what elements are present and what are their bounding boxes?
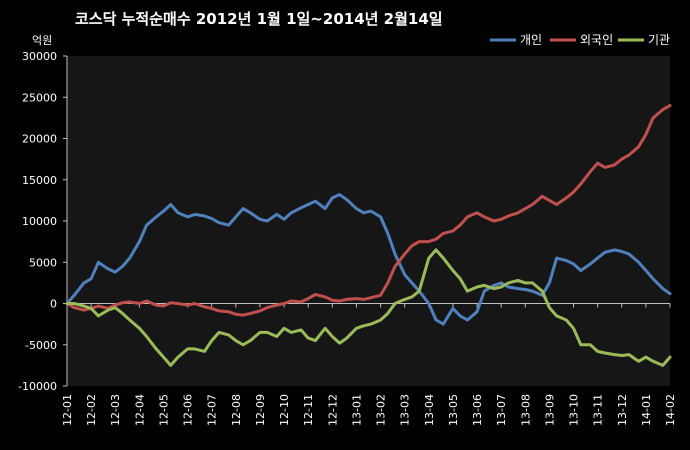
x-tick-label: 13-04 <box>423 394 436 426</box>
legend-label: 개인 <box>520 33 542 47</box>
x-tick-label: 13-05 <box>447 394 460 426</box>
y-tick-label: 0 <box>50 298 57 311</box>
y-tick-label: 5000 <box>29 256 57 269</box>
x-tick-label: 13-10 <box>568 394 581 426</box>
series-line-2 <box>65 104 672 317</box>
y-tick-label: 10000 <box>22 215 57 228</box>
y-tick-label: -5000 <box>25 339 57 352</box>
x-tick-label: 12-02 <box>85 394 98 426</box>
x-tick-label: 13-03 <box>399 394 412 426</box>
y-tick-label: 15000 <box>22 174 57 187</box>
x-tick-label: 12-06 <box>182 394 195 426</box>
x-tick-label: 13-07 <box>495 394 508 426</box>
x-tick-label: 12-04 <box>133 394 146 426</box>
x-tick-label: 13-12 <box>616 394 629 426</box>
x-tick-label: 14-02 <box>664 394 677 426</box>
y-tick-label: 25000 <box>22 91 57 104</box>
x-tick-label: 12-03 <box>109 394 122 426</box>
x-tick-label: 14-01 <box>640 394 653 426</box>
series-group <box>65 104 672 367</box>
x-axis: 12-01 12-02 12-03 12-04 12-05 12-06 12-07 12-08… <box>61 303 677 426</box>
y-tick-label: 20000 <box>22 133 57 146</box>
x-tick-label: 13-01 <box>350 394 363 426</box>
y-tick-label: -10000 <box>18 380 57 393</box>
x-tick-label: 12-10 <box>278 394 291 426</box>
legend-label: 외국인 <box>580 33 613 47</box>
x-tick-label: 13-11 <box>592 394 605 426</box>
series-line-3 <box>65 248 672 367</box>
legend: 개인 외국인 기관 <box>490 33 670 47</box>
x-tick-label: 12-12 <box>326 394 339 426</box>
x-tick-label: 12-01 <box>61 394 74 426</box>
y-tick-label: 30000 <box>22 50 57 63</box>
x-tick-label: 12-07 <box>206 394 219 426</box>
unit-label: 억원 <box>32 34 52 47</box>
x-tick-label: 12-05 <box>157 394 170 426</box>
x-tick-label: 13-08 <box>519 394 532 426</box>
series-line-1 <box>65 193 672 326</box>
plot-area <box>67 56 670 386</box>
x-tick-label: 12-09 <box>254 394 267 426</box>
legend-label: 기관 <box>648 33 670 47</box>
x-tick-label: 12-11 <box>302 394 315 426</box>
x-tick-label: 13-09 <box>543 394 556 426</box>
x-tick-label: 13-06 <box>471 394 484 426</box>
chart-title: 코스닥 누적순매수 2012년 1월 1일~2014년 2월14일 <box>75 10 443 28</box>
x-tick-label: 13-02 <box>375 394 388 426</box>
y-axis: -10000 -5000 0 5000 10000 15000 20000 25000 3000… <box>18 50 68 393</box>
x-tick-label: 12-08 <box>230 394 243 426</box>
